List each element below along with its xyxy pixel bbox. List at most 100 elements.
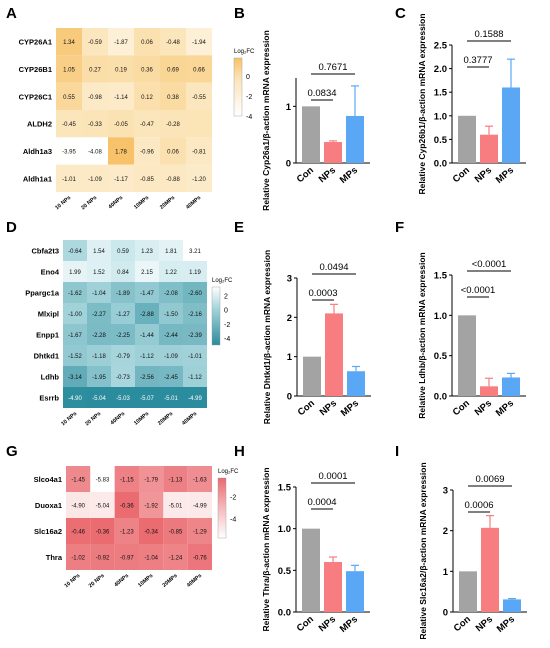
heatmap-row-label: Slco4a1 bbox=[34, 475, 62, 484]
y-tick-label: 0.0 bbox=[434, 392, 447, 403]
colorbar bbox=[211, 286, 221, 346]
heatmap-value: -5.07 bbox=[140, 396, 154, 402]
heatmap-row-label: Slc16a2 bbox=[34, 527, 62, 536]
heatmap-col-label: 20MPs bbox=[162, 573, 179, 589]
heatmap-value: -1.24 bbox=[169, 556, 183, 562]
heatmap-cell bbox=[163, 492, 188, 518]
heatmap-value: -4.99 bbox=[193, 504, 207, 510]
heatmap-cell bbox=[159, 387, 183, 408]
heatmap-value: -3.14 bbox=[68, 375, 82, 381]
x-tick-label: Con bbox=[451, 398, 472, 418]
x-tick-label: Con bbox=[295, 614, 316, 634]
heatmap-cell bbox=[87, 282, 111, 303]
heatmap-value: -1.79 bbox=[144, 478, 158, 484]
heatmap-cell bbox=[163, 544, 188, 570]
heatmap-value: -1.50 bbox=[164, 312, 178, 318]
x-tick-label: Con bbox=[295, 165, 316, 185]
heatmap-cell bbox=[159, 261, 183, 282]
heatmap-value: 0.84 bbox=[117, 270, 129, 276]
heatmap-row-label: Thra bbox=[46, 553, 63, 562]
heatmap-value: -1.20 bbox=[192, 177, 206, 183]
heatmap-cell bbox=[159, 303, 183, 324]
bar bbox=[347, 371, 365, 396]
heatmap-col-label: 40MPs bbox=[185, 195, 202, 211]
panel-label-a: A bbox=[6, 5, 17, 22]
heatmap-cell bbox=[160, 110, 186, 138]
heatmap-value: -1.29 bbox=[193, 530, 207, 536]
colorbar-label: Log₂FC bbox=[218, 469, 239, 475]
heatmap-cell bbox=[87, 303, 111, 324]
heatmap-col-label: 10 NPs bbox=[60, 411, 78, 427]
heatmap-cell bbox=[56, 137, 82, 165]
heatmap-col-label: 20MPs bbox=[157, 411, 174, 427]
heatmap-cell bbox=[187, 518, 212, 544]
heatmap-value: 3.21 bbox=[189, 249, 201, 255]
heatmap-row-label: Dhtkd1 bbox=[34, 352, 59, 361]
heatmap-col-label: 40NPs bbox=[110, 411, 127, 426]
heatmap-value: 1.23 bbox=[141, 249, 153, 255]
y-axis-label: Relative Slc16a2/β-action mRNA expressio… bbox=[418, 462, 428, 639]
heatmap-value: 1.22 bbox=[165, 270, 177, 276]
heatmap-value: -2.08 bbox=[164, 291, 178, 297]
p-value-label: 0.0069 bbox=[475, 474, 504, 485]
heatmap-cell bbox=[134, 164, 160, 192]
panel-label-f: F bbox=[395, 219, 404, 236]
p-value-label: 0.0001 bbox=[318, 471, 347, 482]
heatmap-cell bbox=[186, 137, 212, 165]
heatmap-col-label: 10MPs bbox=[133, 195, 150, 211]
panel-label-h: H bbox=[234, 443, 245, 460]
x-tick-label: MPs bbox=[338, 614, 360, 635]
bar bbox=[302, 528, 320, 612]
heatmap-cell bbox=[66, 518, 91, 544]
heatmap-row-label: Cbfa2t3 bbox=[31, 247, 59, 256]
heatmap-value: 0.36 bbox=[141, 68, 153, 74]
bar bbox=[325, 313, 343, 396]
bar bbox=[502, 377, 520, 396]
heatmap-cell bbox=[66, 466, 91, 492]
heatmap-cell bbox=[114, 492, 139, 518]
heatmap-row-label: CYP26A1 bbox=[19, 38, 52, 47]
heatmap-col-label: 40MPs bbox=[186, 573, 203, 589]
heatmap-value: -0.85 bbox=[140, 177, 154, 183]
heatmap-value: -0.55 bbox=[192, 95, 206, 101]
heatmap-value: 1.19 bbox=[189, 270, 201, 276]
y-axis-label: Relative Ldhb/β-action mRNA expression bbox=[417, 252, 427, 418]
y-tick-label: 2 bbox=[287, 313, 292, 324]
heatmap-value: 1.34 bbox=[63, 40, 75, 46]
heatmap-cell bbox=[163, 518, 188, 544]
heatmap-value: -0.34 bbox=[144, 530, 158, 536]
heatmap-value: -1.15 bbox=[120, 478, 134, 484]
heatmap-cell bbox=[108, 110, 134, 138]
bar-chart-i: 0 1 2 3 Relative Slc16a2/β-action mRNA expre… bbox=[418, 462, 527, 640]
colorbar bbox=[233, 57, 243, 117]
heatmap-row-label: CYP26C1 bbox=[19, 92, 52, 101]
heatmap-value: -1.62 bbox=[68, 291, 82, 297]
heatmap-cell bbox=[134, 137, 160, 165]
p-value-label: <0.0001 bbox=[461, 285, 496, 296]
x-tick-label: MPs bbox=[494, 165, 516, 186]
heatmap-value: -1.44 bbox=[140, 333, 154, 339]
panel-label-i: I bbox=[395, 443, 399, 460]
heatmap-value: -1.52 bbox=[68, 354, 82, 360]
heatmap-cell bbox=[63, 324, 87, 345]
heatmap-value: -1.18 bbox=[92, 354, 106, 360]
heatmap-cell bbox=[111, 345, 135, 366]
x-tick-label: Con bbox=[296, 398, 317, 418]
heatmap-cell bbox=[111, 240, 135, 261]
heatmap-value: -0.28 bbox=[166, 122, 180, 128]
y-tick-label: 1 bbox=[287, 352, 293, 363]
heatmap-value: -1.89 bbox=[116, 291, 130, 297]
heatmap-cell bbox=[183, 261, 207, 282]
heatmap-row-label: Esrrb bbox=[39, 394, 59, 403]
y-tick-label: 3 bbox=[443, 486, 448, 497]
heatmap-cell bbox=[87, 366, 111, 387]
heatmap-value: -5.83 bbox=[96, 478, 110, 484]
heatmap-value: -5.01 bbox=[164, 396, 178, 402]
y-tick-label: 1.0 bbox=[434, 311, 447, 322]
heatmap-col-label: 40NPs bbox=[113, 573, 130, 588]
bar bbox=[458, 115, 476, 163]
heatmap-value: -1.00 bbox=[68, 312, 82, 318]
heatmap-value: -2.16 bbox=[188, 312, 202, 318]
heatmap-cell bbox=[134, 110, 160, 138]
p-value-label: <0.0001 bbox=[472, 259, 507, 270]
